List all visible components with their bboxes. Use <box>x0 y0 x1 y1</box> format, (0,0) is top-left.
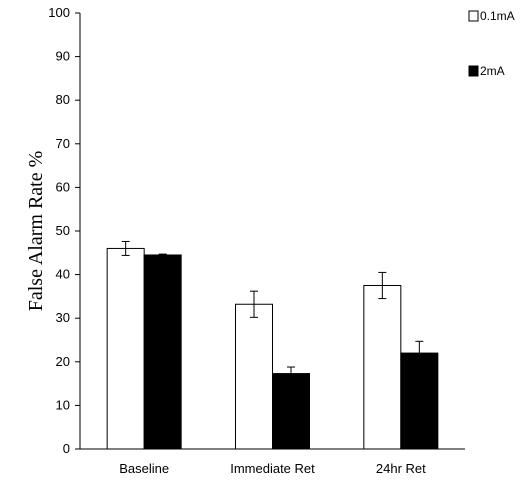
x-category-label: Immediate Ret <box>230 461 315 476</box>
error-bar-2mA-24hr-ret <box>415 340 424 366</box>
bar-0.1mA-immediate-ret <box>235 303 273 450</box>
y-tick-label: 30 <box>56 310 70 325</box>
legend: 0.1mA 2mA <box>468 9 515 78</box>
error-bar-2mA-immediate-ret <box>287 366 295 381</box>
y-tick-label: 90 <box>56 49 70 64</box>
y-tick-label: 50 <box>56 223 70 238</box>
bar-2mA-baseline <box>143 254 182 450</box>
error-bar-0.1mA-24hr-ret <box>378 271 387 300</box>
y-ticks: 0 10 20 30 40 50 60 70 80 90 100 <box>48 5 80 456</box>
y-tick-label: 20 <box>56 354 70 369</box>
y-axis-label: False Alarm Rate % <box>25 151 47 312</box>
y-tick-label: 80 <box>56 92 70 107</box>
y-tick-label: 40 <box>56 267 70 282</box>
x-category-labels: Baseline Immediate Ret 24hr Ret <box>119 461 426 476</box>
legend-label-2mA: 2mA <box>480 64 505 78</box>
legend-label-0.1mA: 0.1mA <box>480 9 515 23</box>
error-bar-0.1mA-immediate-ret <box>250 290 258 318</box>
error-bar-0.1mA-baseline <box>121 240 130 256</box>
y-tick-label: 60 <box>56 179 70 194</box>
bar-0.1mA-24hr-ret <box>363 285 402 450</box>
y-tick-label: 10 <box>56 397 70 412</box>
bar-2mA-24hr-ret <box>400 352 439 450</box>
x-category-label: Baseline <box>119 461 169 476</box>
error-bar-2mA-baseline <box>158 253 167 257</box>
x-category-label: 24hr Ret <box>376 461 426 476</box>
bar-2mA-immediate-ret <box>272 373 310 450</box>
y-tick-label: 100 <box>48 5 70 20</box>
plot-area <box>106 240 439 450</box>
bar-0.1mA-baseline <box>106 247 145 450</box>
legend-swatch-2mA <box>468 65 479 77</box>
legend-swatch-0.1mA <box>468 10 479 22</box>
y-tick-label: 0 <box>63 441 70 456</box>
y-tick-label: 70 <box>56 136 70 151</box>
